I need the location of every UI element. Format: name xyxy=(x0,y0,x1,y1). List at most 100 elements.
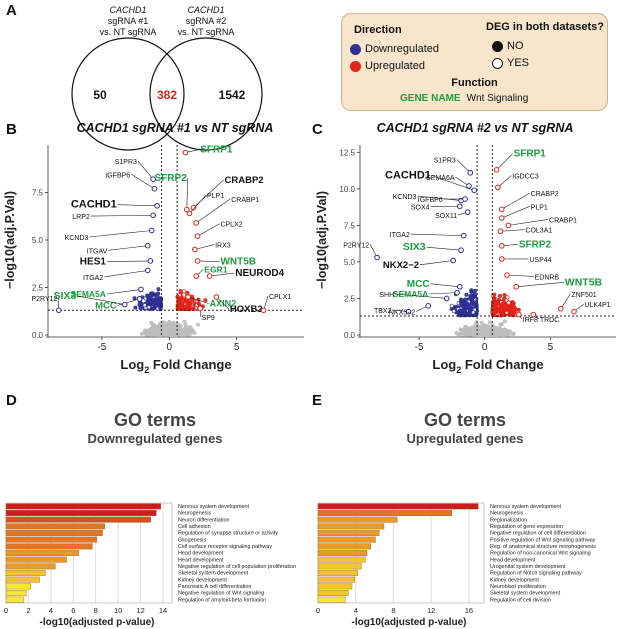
ns-point xyxy=(166,324,171,329)
go-bar xyxy=(5,556,67,563)
venn-overlap-count: 382 xyxy=(156,88,178,102)
ns-point xyxy=(481,323,486,328)
gene-label: SP9 xyxy=(202,315,215,322)
gene-label: CRABP2 xyxy=(531,191,559,198)
label-leader xyxy=(497,175,512,188)
ns-point xyxy=(178,323,183,328)
x-axis-label: -log10(adjusted p-value) xyxy=(39,617,154,628)
gene-label: IRF8 xyxy=(523,317,538,324)
gene-label: IGFBP6 xyxy=(105,172,130,179)
go-down-chart: Nervous system developmentNeurogenesisNe… xyxy=(4,502,296,628)
go-term-label: Neurogenesis xyxy=(490,511,524,517)
ns-point xyxy=(148,330,153,335)
legend-yes-item: YES xyxy=(492,57,529,69)
down-point xyxy=(132,296,137,301)
labelled-point xyxy=(192,246,198,253)
down-point xyxy=(469,306,474,311)
labelled-point xyxy=(443,295,450,302)
gene-label: CACHD1 xyxy=(385,170,431,182)
ns-point xyxy=(498,322,503,327)
ns-point xyxy=(160,330,165,335)
legend-down-item: Downregulated xyxy=(350,43,439,55)
label-leader xyxy=(137,160,154,180)
x-tick-label: 16 xyxy=(465,606,473,615)
panel-letter-d: D xyxy=(6,392,17,409)
go-term-label: Urogenital system development xyxy=(490,564,566,570)
label-leader xyxy=(508,219,549,226)
gene-label: CRABP1 xyxy=(549,217,577,224)
labelled-point xyxy=(405,308,412,315)
gene-label: MCC xyxy=(95,300,117,311)
up-point xyxy=(502,293,507,298)
x-tick-label: -5 xyxy=(415,342,424,353)
label-leader xyxy=(456,159,471,173)
up-point xyxy=(510,300,515,305)
down-point xyxy=(133,305,138,310)
ns-point xyxy=(493,331,498,336)
ns-point xyxy=(487,328,492,333)
label-leader xyxy=(194,244,215,250)
ns-point xyxy=(161,323,166,328)
legend-up-item: Upregulated xyxy=(350,60,425,72)
ns-point xyxy=(479,320,484,325)
ns-point xyxy=(502,327,507,332)
labelled-point xyxy=(498,206,505,213)
y-tick-label: 0.0 xyxy=(344,331,356,340)
go-term-label: Nervous system development xyxy=(490,504,562,510)
down-point xyxy=(156,291,161,296)
legend-deg-title: DEG in both datasets? xyxy=(486,21,604,33)
go-bar xyxy=(5,530,103,536)
go-bar xyxy=(5,563,56,570)
x-axis-label: Log2 Fold Change xyxy=(432,357,543,375)
venn-set1-line2: sgRNA #1 xyxy=(107,16,149,26)
gene-label: MCC xyxy=(407,279,430,290)
go-term-label: Regulation of synapse structure or activ… xyxy=(178,531,278,537)
label-leader xyxy=(197,223,220,237)
gene-label: S1PR3 xyxy=(434,158,456,165)
gene-label: LRP2 xyxy=(72,214,90,221)
label-leader xyxy=(560,293,571,309)
gene-label: CPLX2 xyxy=(220,222,242,229)
legend-wnt-label: Wnt Signaling xyxy=(466,93,529,104)
down-point xyxy=(471,295,476,300)
go-term-label: Negative regulation of cell population p… xyxy=(178,564,296,570)
go-bar xyxy=(5,576,40,583)
labelled-point xyxy=(460,232,467,239)
gene-label: KCND3 xyxy=(65,235,89,242)
gene-label: SFRP2 xyxy=(519,239,552,250)
gene-label: USP44 xyxy=(529,257,551,264)
gene-label: HOXB2 xyxy=(230,304,263,315)
down-point xyxy=(146,305,151,310)
go-bar xyxy=(5,543,93,550)
labelled-point xyxy=(498,215,505,221)
up-point xyxy=(178,289,183,294)
go-bar xyxy=(5,550,80,556)
go-term-label: Skeletal system development xyxy=(490,591,561,597)
label-leader xyxy=(395,293,447,299)
x-axis-label: Log2 Fold Change xyxy=(120,357,231,375)
go-bar xyxy=(5,516,151,523)
labelled-point xyxy=(190,204,197,211)
venn-set1-line3: vs. NT sgRNA xyxy=(99,27,157,37)
x-tick-label: 8 xyxy=(94,606,98,615)
labelled-point xyxy=(193,273,200,279)
volcano1-title: CACHD1 sgRNA #1 vs NT sgRNA xyxy=(76,121,274,135)
label-leader xyxy=(516,282,564,288)
y-tick-label: 5.0 xyxy=(32,236,44,245)
labelled-point xyxy=(147,258,154,264)
go-term-label: Gliogenesis xyxy=(178,537,206,543)
labelled-point xyxy=(260,307,267,314)
labelled-point xyxy=(467,169,474,176)
go-bar xyxy=(5,536,98,543)
gene-label: SEMA5A xyxy=(70,289,105,299)
ns-point xyxy=(500,333,505,338)
gene-label: SFRP1 xyxy=(514,149,547,160)
y-tick-label: 2.5 xyxy=(344,294,356,303)
down-point xyxy=(461,300,466,305)
up-point xyxy=(183,304,188,309)
down-point xyxy=(464,292,469,297)
ns-point xyxy=(139,331,144,336)
ns-point xyxy=(187,329,192,334)
labelled-point xyxy=(505,222,512,229)
go-term-label: Negative regulation of Wnt signaling xyxy=(178,591,264,597)
